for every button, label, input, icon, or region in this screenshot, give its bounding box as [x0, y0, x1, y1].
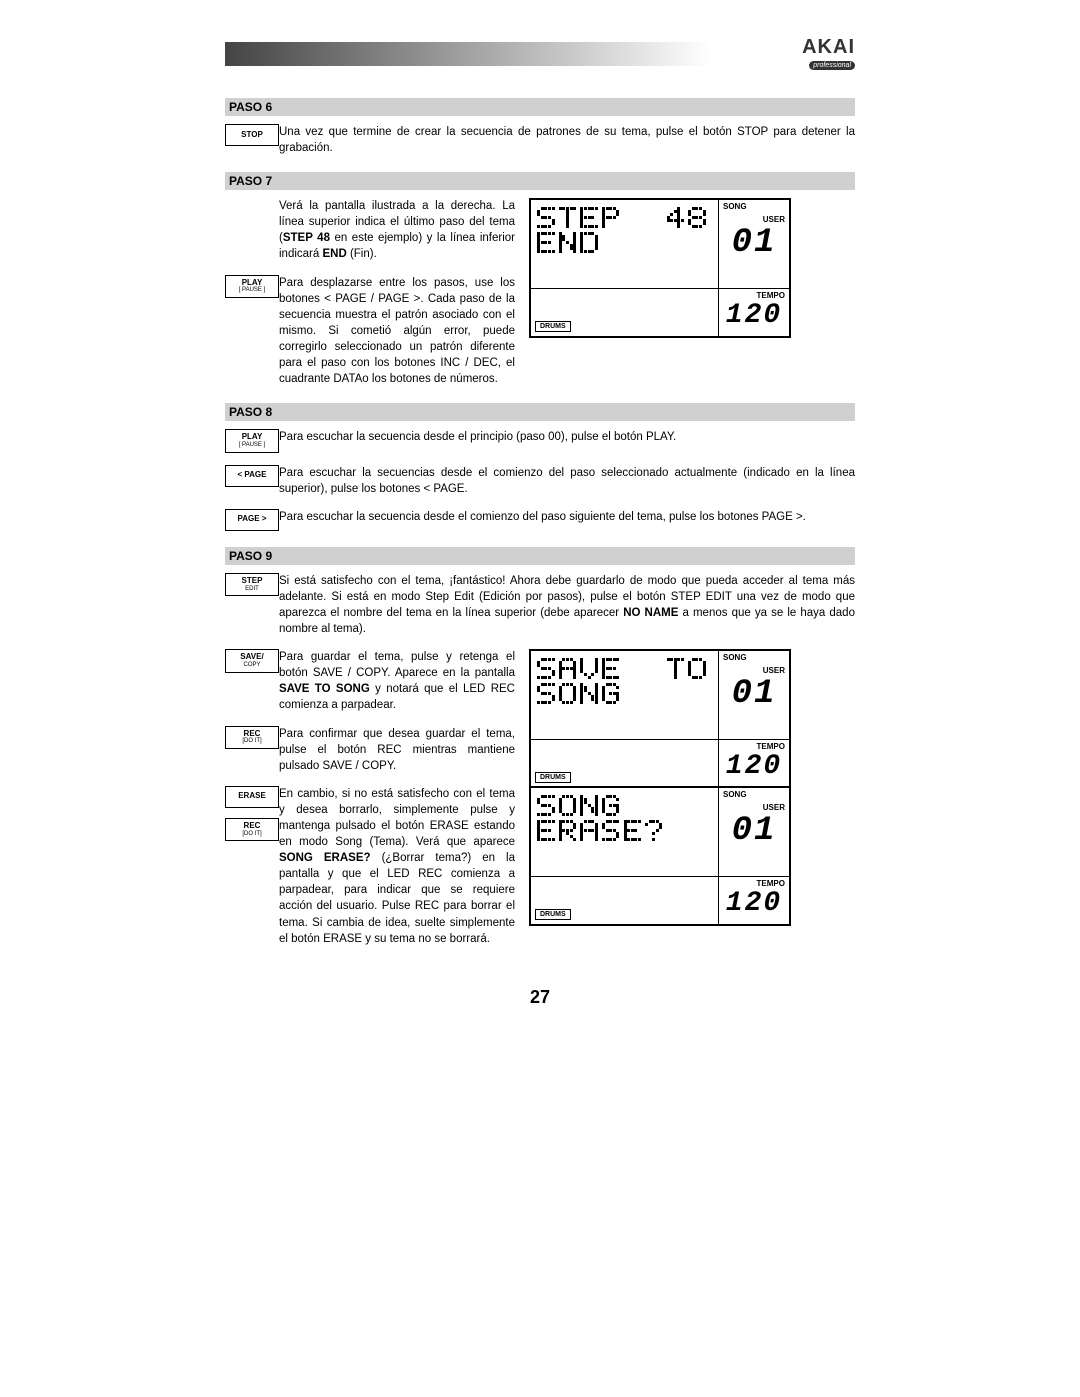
lcd2-song-label: SONG: [719, 651, 789, 664]
lcd-song-erase: SONG USER 01 DRUMS TEMPO 120: [529, 786, 791, 926]
step-edit-sublabel: EDIT: [245, 586, 259, 593]
rec-button-2[interactable]: REC [DO IT]: [225, 818, 279, 841]
lcd3-song-label: SONG: [719, 788, 789, 801]
lcd1-song-val: 01: [719, 226, 789, 260]
page-left-label: < PAGE: [238, 471, 267, 480]
header-gradient: [225, 42, 765, 66]
stop-button-label: STOP: [241, 131, 263, 140]
save-copy-label: SAVE/: [240, 653, 263, 662]
stop-button[interactable]: STOP: [225, 124, 279, 146]
save-copy-sublabel: COPY: [243, 662, 260, 669]
lcd2-line2: [537, 682, 623, 703]
paso9-text-b: Para guardar el tema, pulse y retenga el…: [279, 649, 519, 713]
erase-button[interactable]: ERASE: [225, 786, 279, 808]
lcd2-song-val: 01: [719, 677, 789, 711]
page-right-label: PAGE >: [238, 515, 267, 524]
lcd2-line1: [537, 657, 710, 678]
paso8-row-c: PAGE > Para escuchar la secuencia desde …: [225, 509, 855, 531]
paso8-heading: PASO 8: [225, 403, 855, 421]
paso9-heading: PASO 9: [225, 547, 855, 565]
step-edit-label: STEP: [242, 577, 263, 586]
content-area: PASO 6 STOP Una vez que termine de crear…: [225, 98, 855, 1008]
lcd3-line2: [537, 819, 666, 840]
rec-sublabel-2: [DO IT]: [242, 831, 261, 838]
lcd1-tempo-val: 120: [719, 302, 789, 330]
lcd1-drums: DRUMS: [535, 321, 571, 332]
play-pause-button-8[interactable]: PLAY [ PAUSE ]: [225, 429, 279, 452]
rec-label-2: REC: [244, 822, 261, 831]
pause-label-8: [ PAUSE ]: [239, 442, 266, 449]
paso8-text-a: Para escuchar la secuencia desde el prin…: [279, 429, 855, 445]
header-bar: AKAI professional: [225, 40, 855, 68]
paso9-text-c: Para confirmar que desea guardar el tema…: [279, 726, 519, 774]
page-number: 27: [225, 987, 855, 1008]
lcd1-line1: [537, 206, 710, 227]
paso8-text-b: Para escuchar la secuencias desde el com…: [279, 465, 855, 497]
paso9-row-d: ERASE REC [DO IT] En cambio, si no está …: [225, 786, 855, 947]
paso6-heading: PASO 6: [225, 98, 855, 116]
paso7-row-a: Verá la pantalla ilustrada a la derecha.…: [225, 198, 855, 262]
lcd3-drums: DRUMS: [535, 909, 571, 920]
erase-label: ERASE: [238, 792, 266, 801]
logo-text: AKAI: [775, 38, 855, 56]
lcd3-tempo-val: 120: [719, 890, 789, 918]
pause-label: [ PAUSE ]: [239, 287, 266, 294]
lcd1-line2: [537, 231, 602, 252]
paso8-row-a: PLAY [ PAUSE ] Para escuchar la secuenci…: [225, 429, 855, 452]
rec-button-1[interactable]: REC [DO IT]: [225, 726, 279, 749]
paso9-row-b: SAVE/ COPY Para guardar el tema, pulse y…: [225, 649, 855, 713]
step-edit-button[interactable]: STEP EDIT: [225, 573, 279, 596]
lcd3-song-val: 01: [719, 814, 789, 848]
lcd3-line1: [537, 794, 623, 815]
play-label-8: PLAY: [242, 433, 263, 442]
lcd2-drums: DRUMS: [535, 772, 571, 783]
logo-subtext: professional: [809, 61, 855, 70]
paso9-text-a: Si está satisfecho con el tema, ¡fantást…: [279, 573, 855, 637]
lcd-step48: SONG USER 01 DRUMS TEMPO 120: [529, 198, 791, 338]
paso9-row-a: STEP EDIT Si está satisfecho con el tema…: [225, 573, 855, 637]
rec-sublabel: [DO IT]: [242, 738, 261, 745]
paso9-text-d: En cambio, si no está satisfecho con el …: [279, 786, 519, 947]
akai-logo: AKAI professional: [775, 38, 855, 70]
play-pause-button-7[interactable]: PLAY [ PAUSE ]: [225, 275, 279, 298]
manual-page: AKAI professional PASO 6 STOP Una vez qu…: [0, 0, 1080, 1397]
rec-label: REC: [244, 730, 261, 739]
paso6-row: STOP Una vez que termine de crear la sec…: [225, 124, 855, 156]
paso8-text-c: Para escuchar la secuencia desde el comi…: [279, 509, 855, 525]
lcd-save-to-song: SONG USER 01 DRUMS TEMPO 120: [529, 649, 791, 789]
paso7-heading: PASO 7: [225, 172, 855, 190]
page-left-button[interactable]: < PAGE: [225, 465, 279, 487]
paso8-row-b: < PAGE Para escuchar la secuencias desde…: [225, 465, 855, 497]
paso6-text: Una vez que termine de crear la secuenci…: [279, 124, 855, 156]
save-copy-button[interactable]: SAVE/ COPY: [225, 649, 279, 672]
paso7-text-b: Para desplazarse entre los pasos, use lo…: [279, 275, 519, 388]
lcd2-tempo-val: 120: [719, 753, 789, 781]
lcd1-song-label: SONG: [719, 200, 789, 213]
page-right-button[interactable]: PAGE >: [225, 509, 279, 531]
paso7-text-a: Verá la pantalla ilustrada a la derecha.…: [279, 198, 519, 262]
play-label: PLAY: [242, 279, 263, 288]
